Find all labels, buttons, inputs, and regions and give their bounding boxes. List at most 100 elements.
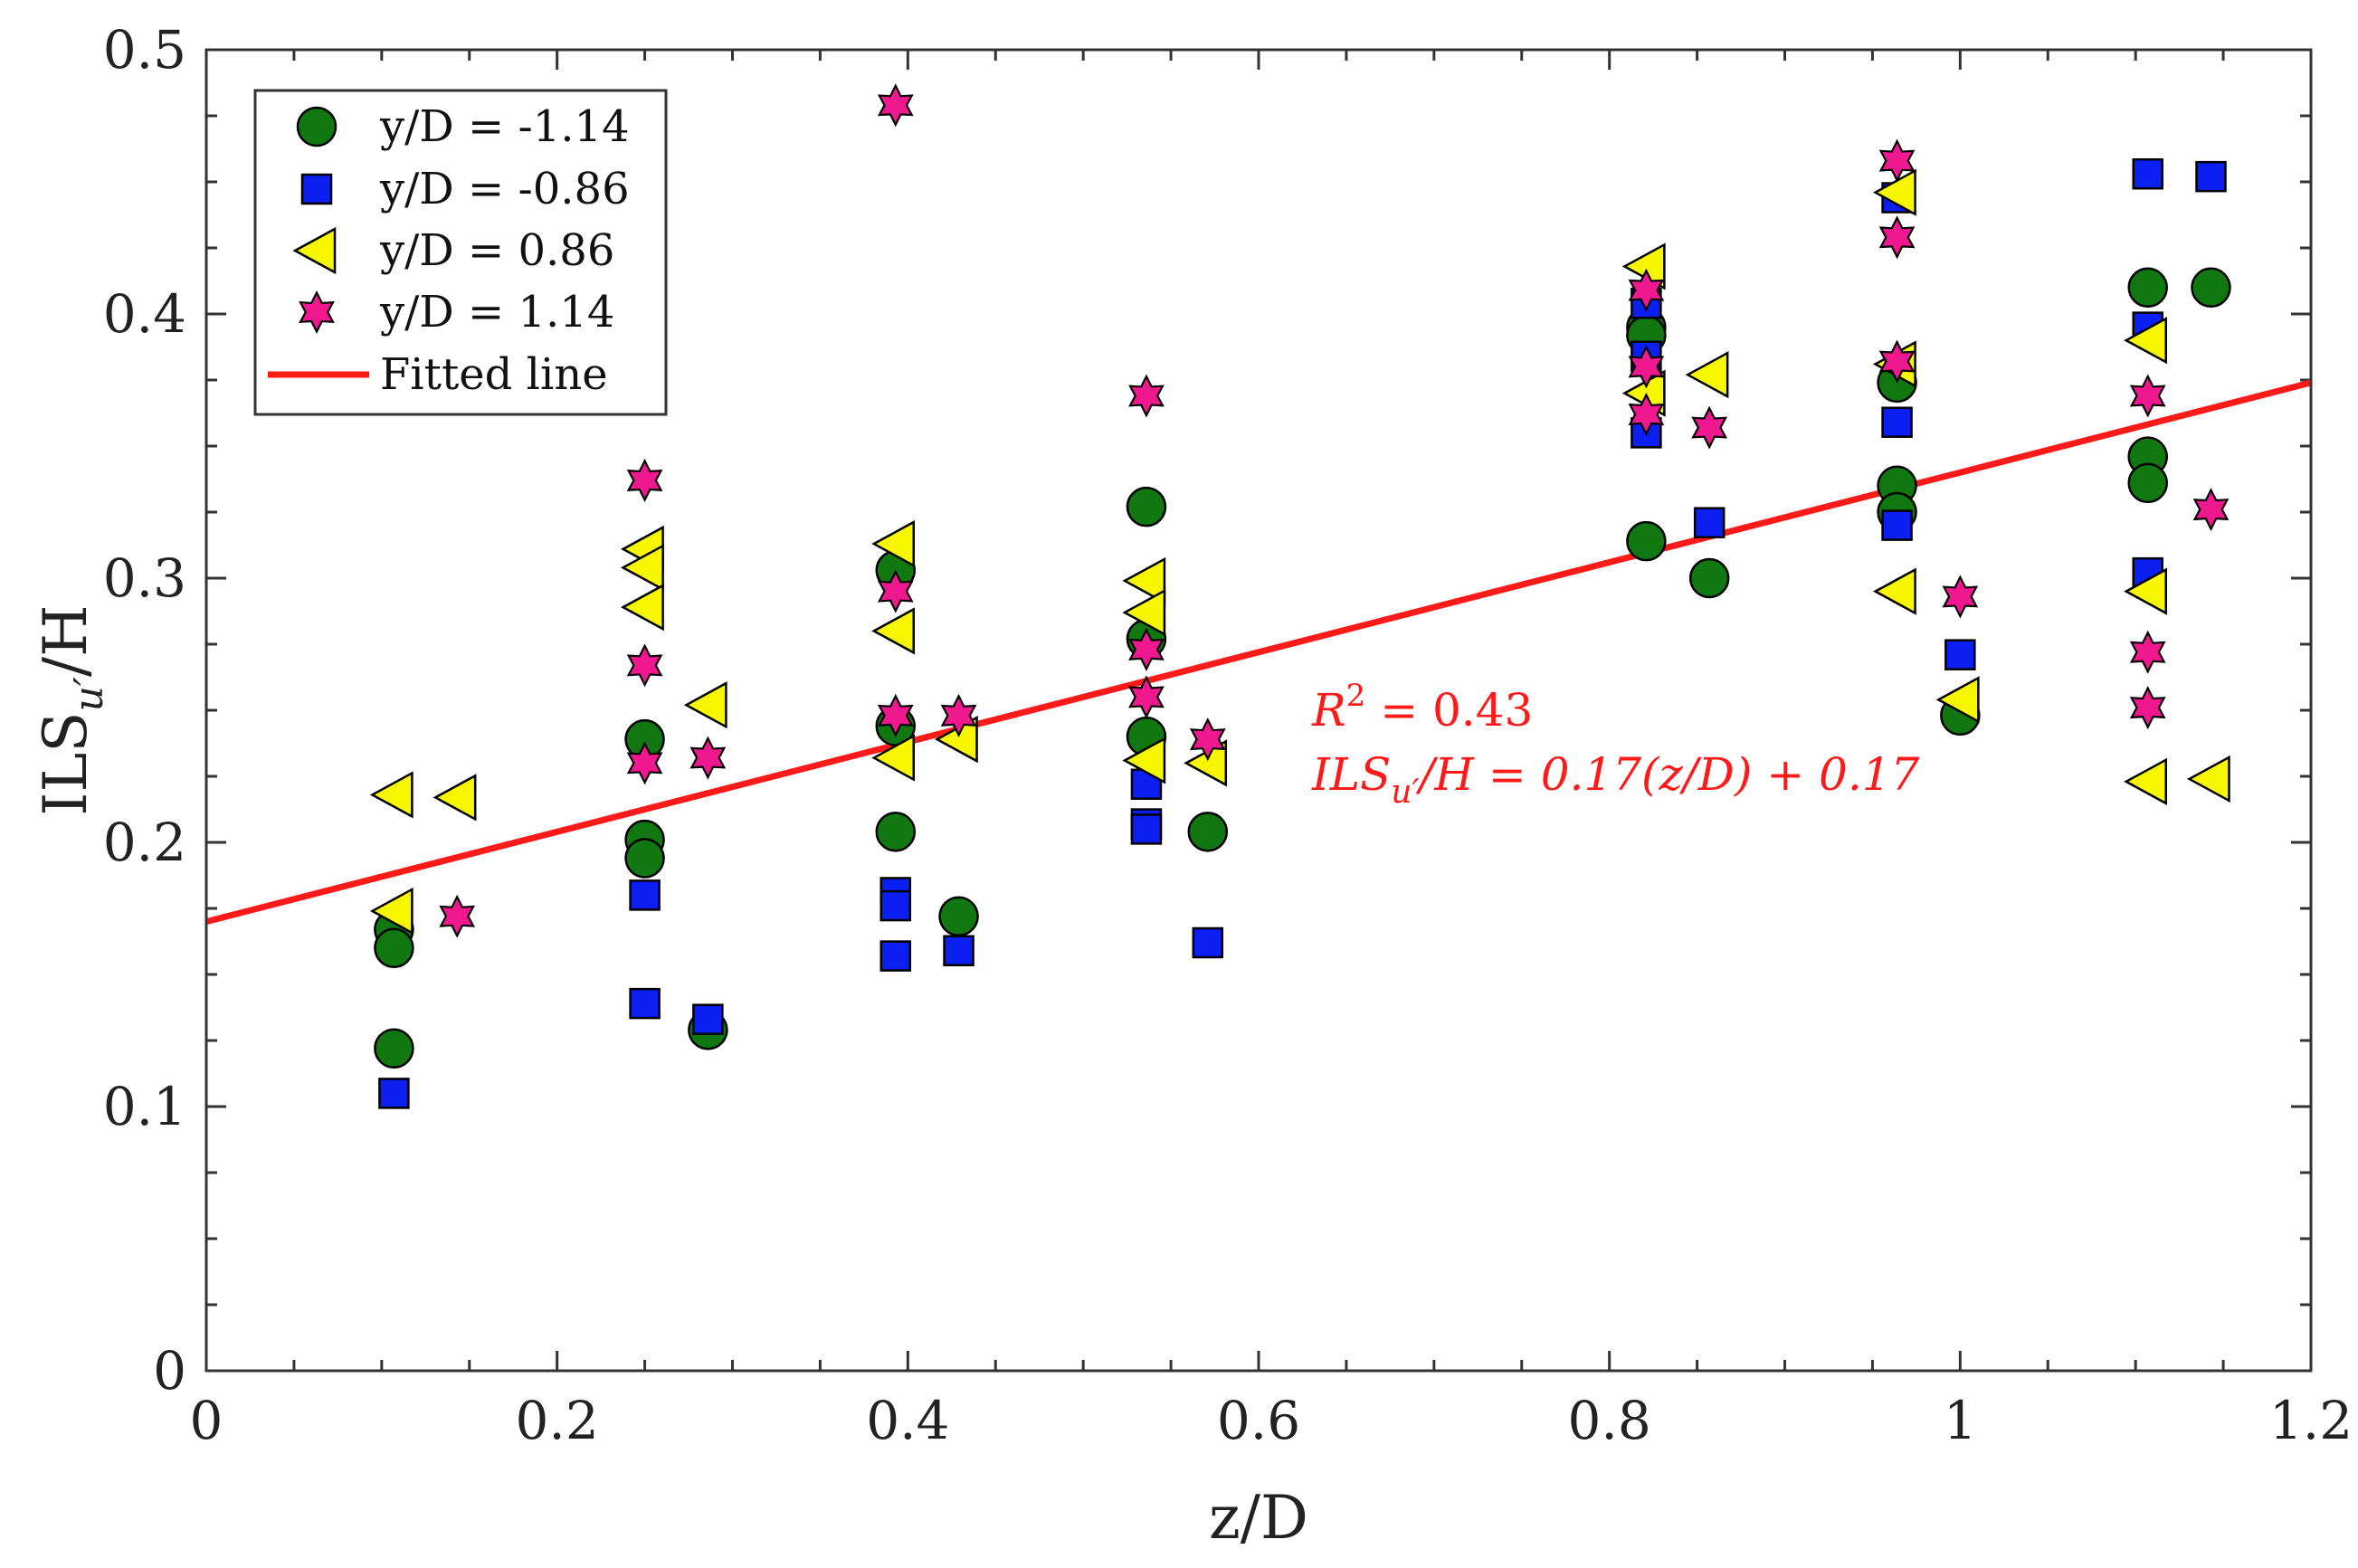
legend-marker-star <box>299 290 335 335</box>
data-point-star <box>1628 268 1665 312</box>
legend-label: y/D = 1.14 <box>379 287 614 337</box>
data-point-square <box>692 1003 724 1035</box>
data-point-circle <box>624 838 665 879</box>
data-point-triangle-left <box>2124 757 2167 805</box>
data-point-star <box>1691 405 1728 450</box>
y-tick-label: 0.5 <box>103 19 186 81</box>
data-point-circle <box>1626 520 1667 562</box>
data-point-circle <box>938 896 979 937</box>
r-squared-annotation: R2 = 0.43 <box>1311 678 1533 736</box>
data-point-square <box>378 1078 410 1109</box>
legend-label: y/D = -1.14 <box>379 101 630 152</box>
data-point-star <box>1942 575 1979 619</box>
legend-label: y/D = 0.86 <box>379 225 614 276</box>
data-point-star <box>877 83 914 128</box>
data-point-star <box>1878 215 1916 260</box>
legend-marker-circle <box>296 106 338 147</box>
data-point-square <box>1944 639 1976 670</box>
data-point-triangle-left <box>1872 567 1916 615</box>
legend-marker-square <box>300 173 333 205</box>
data-point-square <box>1881 509 1913 541</box>
data-point-star <box>2129 686 2166 730</box>
data-point-star <box>877 569 914 613</box>
x-tick-label: 0.8 <box>1568 1390 1651 1451</box>
fit-equation-annotation: ILSu′/H = 0.17(z/D) + 0.17 <box>1311 748 1920 811</box>
data-point-star <box>877 693 914 737</box>
x-tick-label: 0.2 <box>516 1390 599 1451</box>
x-tick-label: 0 <box>190 1390 223 1451</box>
data-point-star <box>439 894 476 938</box>
data-point-star <box>2129 630 2166 674</box>
data-point-star <box>1128 374 1165 418</box>
data-point-triangle-left <box>1122 736 1166 784</box>
data-point-star <box>689 736 727 780</box>
data-point-triangle-left <box>2124 317 2167 365</box>
y-tick-label: 0.4 <box>103 283 186 345</box>
data-point-triangle-left <box>871 607 916 655</box>
data-point-triangle-left <box>433 774 477 822</box>
data-point-star <box>2129 374 2166 418</box>
data-point-triangle-left <box>1872 168 1916 216</box>
data-point-star <box>626 643 663 688</box>
data-point-circle <box>1126 486 1167 527</box>
data-point-triangle-left <box>2186 755 2230 803</box>
data-point-star <box>626 741 663 785</box>
data-point-circle <box>2127 462 2168 504</box>
data-point-circle <box>2191 267 2231 309</box>
data-point-triangle-left <box>620 584 664 632</box>
x-tick-label: 1 <box>1944 1390 1977 1451</box>
data-point-star <box>626 458 663 502</box>
data-point-circle <box>374 927 414 969</box>
data-point-triangle-left <box>1122 588 1166 637</box>
data-point-square <box>943 935 975 966</box>
y-tick-label: 0 <box>153 1340 186 1402</box>
data-point-triangle-left <box>1685 351 1729 399</box>
data-point-star <box>1128 675 1165 719</box>
data-point-square <box>2195 160 2227 193</box>
fitted-line <box>205 379 2312 925</box>
legend-marker-triangle-left <box>292 226 337 275</box>
data-point-square <box>1881 406 1913 438</box>
data-point-triangle-left <box>871 734 916 782</box>
data-point-triangle-left <box>1935 676 1980 724</box>
data-point-circle <box>875 812 917 852</box>
data-point-star <box>940 693 977 737</box>
legend: y/D = -1.14 y/D = -0.86 y/D = 0.86 y/D = 1.… <box>253 89 668 416</box>
data-point-triangle-left <box>2124 567 2167 615</box>
data-point-star <box>1878 339 1916 384</box>
data-point-triangle-left <box>871 519 916 568</box>
data-point-triangle-left <box>1122 556 1166 605</box>
data-point-triangle-left <box>683 681 727 729</box>
data-point-square <box>879 940 912 972</box>
data-point-square <box>879 889 912 922</box>
data-point-square <box>629 879 661 911</box>
data-point-star <box>1128 627 1165 671</box>
y-tick-label: 0.2 <box>103 812 186 873</box>
data-point-circle <box>1688 557 1730 599</box>
data-point-circle <box>2127 267 2168 309</box>
x-tick-label: 0.6 <box>1217 1390 1300 1451</box>
x-tick-label: 0.4 <box>866 1390 949 1451</box>
y-tick-label: 0.3 <box>103 547 186 609</box>
data-point-triangle-left <box>369 771 414 819</box>
data-markers <box>369 83 2231 1109</box>
data-point-star <box>1878 138 1916 183</box>
data-point-square <box>1693 507 1726 538</box>
data-point-star <box>1189 717 1226 762</box>
data-point-star <box>1628 392 1665 436</box>
data-point-star <box>2192 488 2230 532</box>
data-point-star <box>1628 345 1665 389</box>
x-tick-label: 1.2 <box>2269 1390 2353 1451</box>
data-point-triangle-left <box>620 544 664 592</box>
y-tick-label: 0.1 <box>103 1076 186 1137</box>
data-point-triangle-left <box>369 887 414 936</box>
axis-tick-labels: 0 0.2 0.4 0.6 0.8 1 1.2 0 0.1 0.2 0.3 0.4 0.5 <box>103 19 2353 1451</box>
y-axis-title: ILSu′/H <box>31 604 112 815</box>
data-point-circle <box>374 1028 414 1069</box>
plot-frame <box>204 48 2313 1373</box>
data-point-square <box>629 987 661 1020</box>
legend-label: Fitted line <box>380 349 608 400</box>
data-point-square <box>1130 813 1163 845</box>
data-point-circle <box>1187 812 1229 852</box>
legend-label: y/D = -0.86 <box>379 164 630 214</box>
